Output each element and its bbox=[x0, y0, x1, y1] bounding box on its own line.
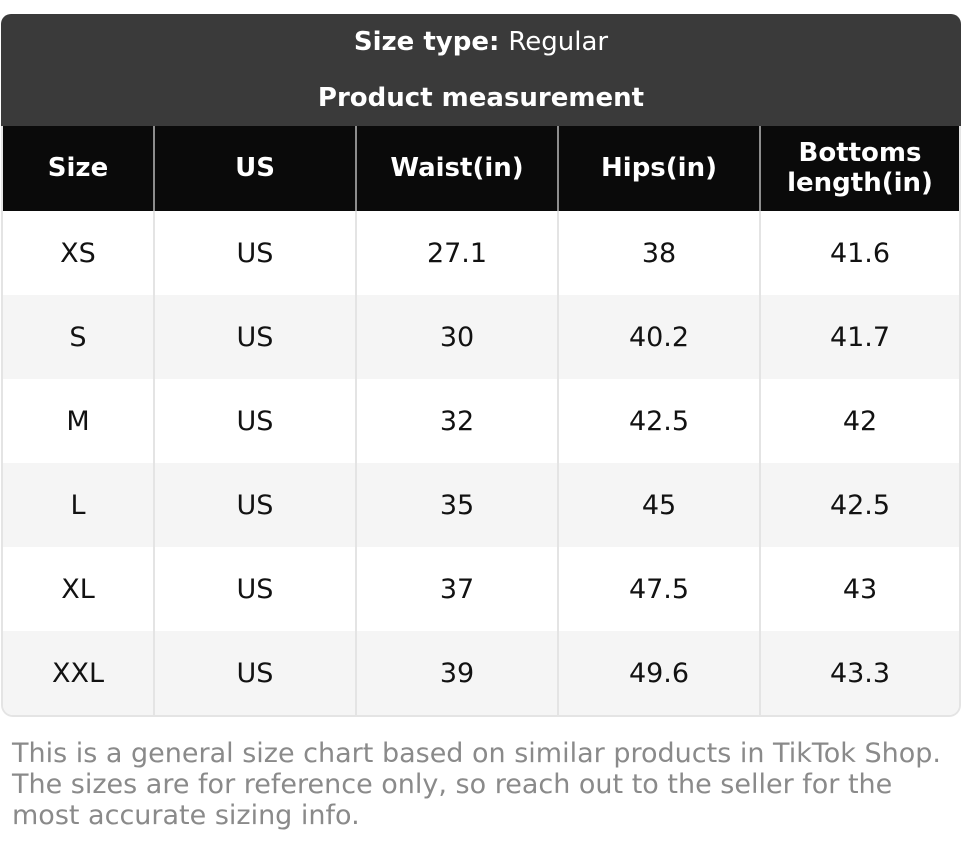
cell-size: M bbox=[3, 379, 155, 463]
cell-us: US bbox=[155, 379, 357, 463]
cell-hips: 47.5 bbox=[559, 547, 761, 631]
cell-hips: 45 bbox=[559, 463, 761, 547]
table-row-xl: XL US 37 47.5 43 bbox=[3, 547, 959, 631]
cell-hips: 42.5 bbox=[559, 379, 761, 463]
cell-waist: 30 bbox=[357, 295, 559, 379]
cell-size: S bbox=[3, 295, 155, 379]
cell-bottoms-length: 43.3 bbox=[829, 657, 891, 689]
column-header-waist: Waist(in) bbox=[357, 126, 559, 211]
size-type-label: Size type: bbox=[353, 27, 500, 57]
size-table: Size US Waist(in) Hips(in) Bottoms lengt… bbox=[1, 126, 961, 717]
size-type-line: Size type: Regular bbox=[1, 14, 961, 70]
cell-hips: 40.2 bbox=[559, 295, 761, 379]
cell-size: L bbox=[3, 463, 155, 547]
cell-waist: 32 bbox=[357, 379, 559, 463]
size-chart-card: Size type: Regular Product measurement Si… bbox=[1, 14, 961, 717]
product-measurement-title: Product measurement bbox=[317, 83, 645, 113]
cell-waist: 35 bbox=[357, 463, 559, 547]
size-table-header-row: Size US Waist(in) Hips(in) Bottoms lengt… bbox=[3, 126, 959, 211]
cell-size: XXL bbox=[3, 631, 155, 715]
cell-size: XL bbox=[3, 547, 155, 631]
cell-waist: 39 bbox=[357, 631, 559, 715]
cell-hips: 38 bbox=[559, 211, 761, 295]
size-chart-header: Size type: Regular Product measurement bbox=[1, 14, 961, 126]
cell-us: US bbox=[155, 547, 357, 631]
cell-us: US bbox=[155, 211, 357, 295]
table-row-s: S US 30 40.2 41.7 bbox=[3, 295, 959, 379]
cell-bottoms-length: 42 bbox=[842, 405, 878, 437]
cell-waist: 27.1 bbox=[357, 211, 559, 295]
cell-size: XS bbox=[3, 211, 155, 295]
cell-bottoms-length: 41.6 bbox=[829, 237, 891, 269]
cell-bottoms-length: 41.7 bbox=[829, 321, 891, 353]
table-row-xs: XS US 27.1 38 41.6 bbox=[3, 211, 959, 295]
table-row-xxl: XXL US 39 49.6 43.3 bbox=[3, 631, 959, 715]
table-row-m: M US 32 42.5 42 bbox=[3, 379, 959, 463]
cell-hips: 49.6 bbox=[559, 631, 761, 715]
size-disclaimer-note: This is a general size chart based on si… bbox=[12, 738, 941, 831]
column-header-size: Size bbox=[3, 126, 155, 211]
cell-waist: 37 bbox=[357, 547, 559, 631]
cell-bottoms-length: 43 bbox=[842, 573, 878, 605]
cell-us: US bbox=[155, 295, 357, 379]
column-header-us: US bbox=[155, 126, 357, 211]
size-type-value: Regular bbox=[508, 27, 609, 57]
column-header-bottoms-length: Bottoms length(in) bbox=[787, 137, 933, 198]
column-header-hips: Hips(in) bbox=[559, 126, 761, 211]
table-row-l: L US 35 45 42.5 bbox=[3, 463, 959, 547]
cell-us: US bbox=[155, 631, 357, 715]
cell-bottoms-length: 42.5 bbox=[829, 489, 891, 521]
cell-us: US bbox=[155, 463, 357, 547]
